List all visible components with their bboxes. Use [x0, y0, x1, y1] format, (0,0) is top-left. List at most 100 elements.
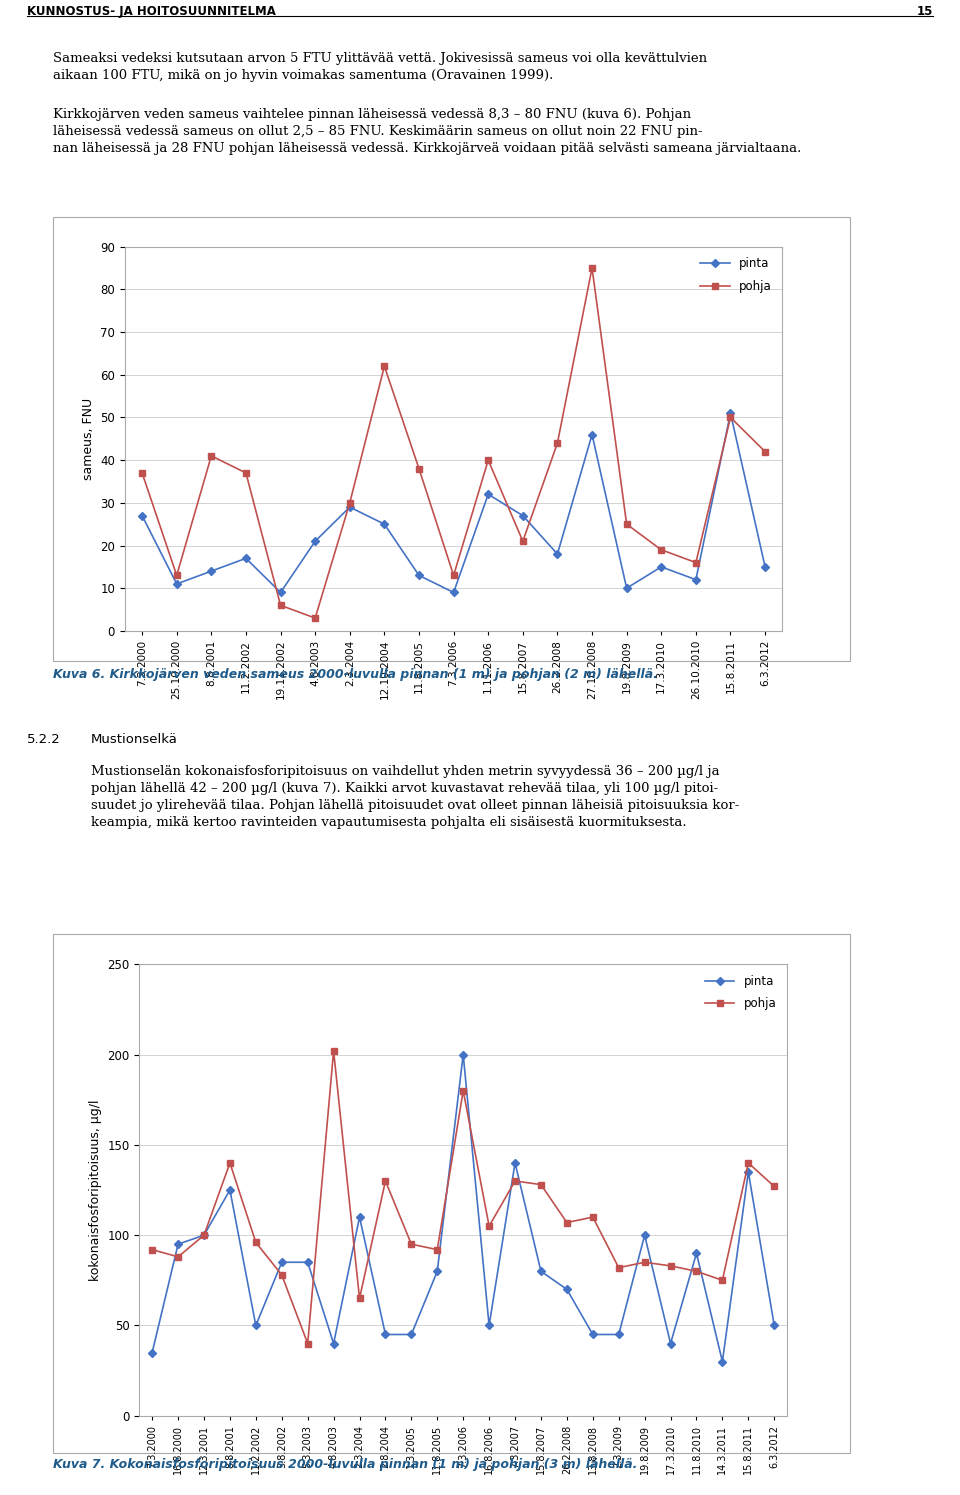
pohja: [587, 259, 598, 277]
pinta: [171, 576, 182, 594]
pinta: [768, 1317, 780, 1335]
Legend: pinta, pohja: pinta, pohja: [700, 970, 781, 1015]
pohja: [509, 1172, 520, 1190]
pohja: [483, 451, 494, 469]
Text: Kirkkojärven veden sameus vaihtelee pinnan läheisessä vedessä 8,3 – 80 FNU (kuva: Kirkkojärven veden sameus vaihtelee pinn…: [53, 108, 802, 154]
pohja: [225, 1154, 236, 1172]
pinta: [561, 1280, 572, 1298]
pohja: [588, 1208, 599, 1226]
Text: Mustionselän kokonaisfosforipitoisuus on vaihdellut yhden metrin syvyydessä 36 –: Mustionselän kokonaisfosforipitoisuus on…: [91, 765, 739, 830]
pinta: [240, 549, 252, 567]
pinta: [136, 507, 148, 525]
pohja: [353, 1289, 365, 1307]
pohja: [380, 1172, 392, 1190]
pohja: [344, 493, 355, 511]
pohja: [536, 1175, 547, 1193]
pinta: [380, 1326, 392, 1344]
pohja: [768, 1178, 780, 1196]
pohja: [716, 1271, 728, 1289]
pinta: [483, 486, 494, 504]
pinta: [743, 1163, 755, 1181]
pinta: [725, 404, 736, 422]
pinta: [716, 1353, 728, 1371]
pohja: [405, 1235, 417, 1253]
pinta: [588, 1326, 599, 1344]
pinta: [344, 498, 355, 516]
pinta: [146, 1344, 157, 1362]
pohja: [743, 1154, 755, 1172]
pohja: [378, 357, 390, 375]
pohja: [725, 408, 736, 426]
pinta: [656, 558, 667, 576]
pinta: [276, 1253, 288, 1271]
pohja: [136, 463, 148, 481]
pohja: [639, 1253, 651, 1271]
pinta: [172, 1235, 183, 1253]
pinta: [225, 1181, 236, 1199]
pohja: [447, 567, 459, 585]
Line: pinta: pinta: [149, 1051, 778, 1365]
pohja: [561, 1214, 572, 1232]
pinta: [613, 1326, 625, 1344]
pinta: [328, 1335, 340, 1353]
pinta: [198, 1226, 209, 1244]
pinta: [664, 1335, 676, 1353]
pinta: [517, 507, 529, 525]
pinta: [587, 426, 598, 444]
pohja: [276, 1266, 288, 1284]
pinta: [405, 1326, 417, 1344]
pohja: [328, 1042, 340, 1060]
pohja: [171, 567, 182, 585]
pohja: [690, 553, 702, 571]
pohja: [483, 1217, 495, 1235]
Y-axis label: sameus, FNU: sameus, FNU: [82, 398, 95, 480]
pohja: [301, 1335, 313, 1353]
pinta: [483, 1317, 495, 1335]
Text: Kuva 6. Kirkkojärven veden sameus 2000-luvulla pinnan (1 m) ja pohjan (2 m) lähe: Kuva 6. Kirkkojärven veden sameus 2000-l…: [53, 668, 658, 682]
pohja: [613, 1259, 625, 1277]
Text: 15: 15: [917, 4, 933, 18]
pohja: [552, 434, 564, 451]
Text: Sameaksi vedeksi kutsutaan arvon 5 FTU ylittävää vettä. Jokivesissä sameus voi o: Sameaksi vedeksi kutsutaan arvon 5 FTU y…: [53, 52, 707, 82]
pinta: [378, 516, 390, 534]
pinta: [690, 571, 702, 589]
pohja: [431, 1241, 443, 1259]
pinta: [301, 1253, 313, 1271]
pohja: [275, 597, 286, 614]
Y-axis label: kokonaisfosforipitoisuus, µg/l: kokonaisfosforipitoisuus, µg/l: [88, 1099, 102, 1281]
pohja: [205, 447, 217, 465]
pohja: [172, 1248, 183, 1266]
Line: pohja: pohja: [138, 265, 769, 622]
pohja: [309, 608, 321, 626]
pinta: [275, 583, 286, 601]
Line: pohja: pohja: [149, 1048, 778, 1347]
pohja: [250, 1233, 261, 1251]
pohja: [621, 516, 633, 534]
pinta: [509, 1154, 520, 1172]
pinta: [205, 562, 217, 580]
pinta: [250, 1317, 261, 1335]
pinta: [353, 1208, 365, 1226]
Text: 5.2.2: 5.2.2: [27, 733, 60, 746]
pinta: [639, 1226, 651, 1244]
pohja: [664, 1257, 676, 1275]
pohja: [198, 1226, 209, 1244]
pinta: [759, 558, 771, 576]
pinta: [413, 567, 424, 585]
pohja: [691, 1262, 703, 1280]
Text: Kuva 7. Kokonaisfosforipitoisuus 2000-luvulla pinnan (1 m) ja pohjan (3 m) lähel: Kuva 7. Kokonaisfosforipitoisuus 2000-lu…: [53, 1458, 637, 1471]
pinta: [536, 1262, 547, 1280]
pinta: [458, 1045, 469, 1063]
Line: pinta: pinta: [139, 410, 768, 595]
pohja: [146, 1241, 157, 1259]
pinta: [431, 1262, 443, 1280]
Legend: pinta, pohja: pinta, pohja: [695, 253, 777, 298]
pinta: [621, 579, 633, 597]
pinta: [447, 583, 459, 601]
pohja: [240, 463, 252, 481]
Text: KUNNOSTUS- JA HOITOSUUNNITELMA: KUNNOSTUS- JA HOITOSUUNNITELMA: [27, 4, 276, 18]
pinta: [691, 1244, 703, 1262]
pinta: [309, 532, 321, 550]
pinta: [552, 546, 564, 564]
Text: Mustionselkä: Mustionselkä: [91, 733, 178, 746]
